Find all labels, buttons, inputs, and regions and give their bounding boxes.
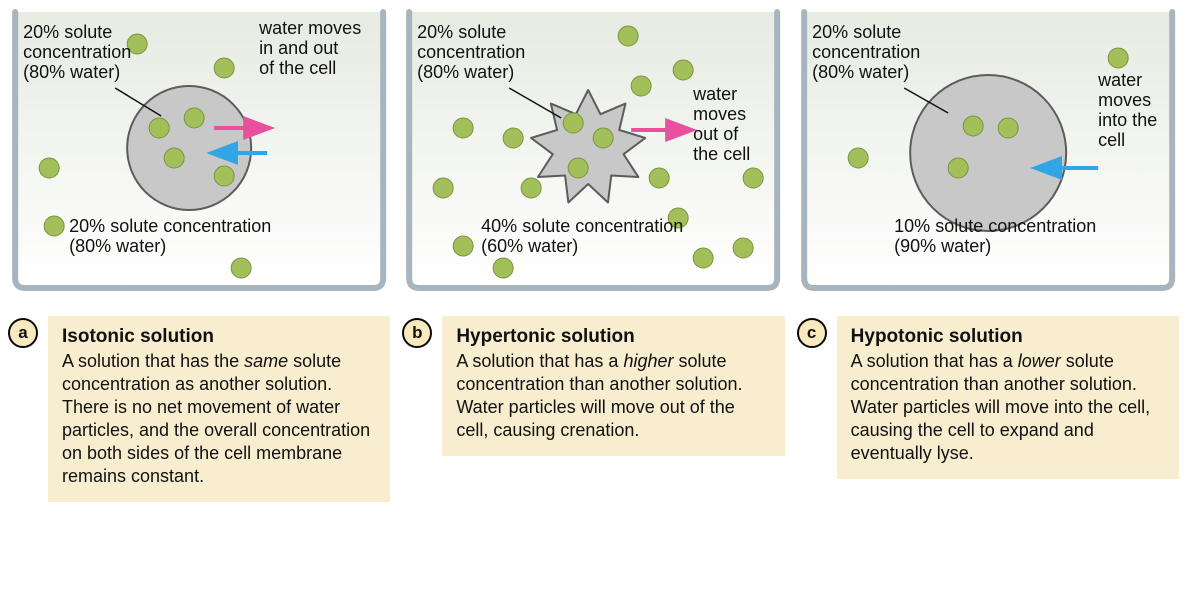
panel-letter-badge: a: [8, 318, 38, 348]
solute-dot: [39, 158, 59, 178]
solute-dot: [231, 258, 251, 278]
solute-dot: [733, 238, 753, 258]
panel-letter-badge: b: [402, 318, 432, 348]
description-box: Hypotonic solutionA solution that has a …: [837, 316, 1179, 479]
solute-dot: [521, 178, 541, 198]
solute-dot: [1108, 48, 1128, 68]
solute-dot: [214, 166, 234, 186]
panel-b: 20% soluteconcentration(80% water)waterm…: [402, 8, 784, 502]
description-text: A solution that has the same solute conc…: [62, 350, 376, 488]
solute-dot: [673, 60, 693, 80]
description-row: c Hypotonic solutionA solution that has a…: [797, 316, 1179, 479]
description-text: A solution that has a higher solute conc…: [456, 350, 770, 442]
description-title: Hypotonic solution: [851, 326, 1165, 348]
solute-dot: [998, 118, 1018, 138]
solute-dot: [433, 178, 453, 198]
cell: [910, 75, 1066, 231]
solute-dot: [649, 168, 669, 188]
solute-dot: [963, 116, 983, 136]
panel-letter-badge: c: [797, 318, 827, 348]
solute-dot: [693, 248, 713, 268]
description-box: Hypertonic solutionA solution that has a…: [442, 316, 784, 456]
beaker-diagram: 20% soluteconcentration(80% water)waterm…: [402, 8, 784, 298]
solute-dot: [563, 113, 583, 133]
solute-dot: [503, 128, 523, 148]
solute-dot: [848, 148, 868, 168]
description-row: a Isotonic solutionA solution that has th…: [8, 316, 390, 502]
beaker-diagram: 20% soluteconcentration(80% water)water …: [8, 8, 390, 298]
solute-dot: [214, 58, 234, 78]
solute-dot: [453, 118, 473, 138]
description-row: b Hypertonic solutionA solution that has …: [402, 316, 784, 456]
beaker-diagram: 20% soluteconcentration(80% water)waterm…: [797, 8, 1179, 298]
panel-c: 20% soluteconcentration(80% water)waterm…: [797, 8, 1179, 502]
solute-dot: [743, 168, 763, 188]
description-title: Isotonic solution: [62, 326, 376, 348]
panel-a: 20% soluteconcentration(80% water)water …: [8, 8, 390, 502]
description-box: Isotonic solutionA solution that has the…: [48, 316, 390, 502]
solute-dot: [593, 128, 613, 148]
solute-dot: [493, 258, 513, 278]
solute-dot: [568, 158, 588, 178]
description-text: A solution that has a lower solute conce…: [851, 350, 1165, 465]
solute-dot: [44, 216, 64, 236]
cell: [127, 86, 251, 210]
solute-dot: [631, 76, 651, 96]
solute-dot: [948, 158, 968, 178]
solute-dot: [164, 148, 184, 168]
solute-dot: [453, 236, 473, 256]
description-title: Hypertonic solution: [456, 326, 770, 348]
solute-dot: [618, 26, 638, 46]
solute-dot: [149, 118, 169, 138]
solute-dot: [184, 108, 204, 128]
